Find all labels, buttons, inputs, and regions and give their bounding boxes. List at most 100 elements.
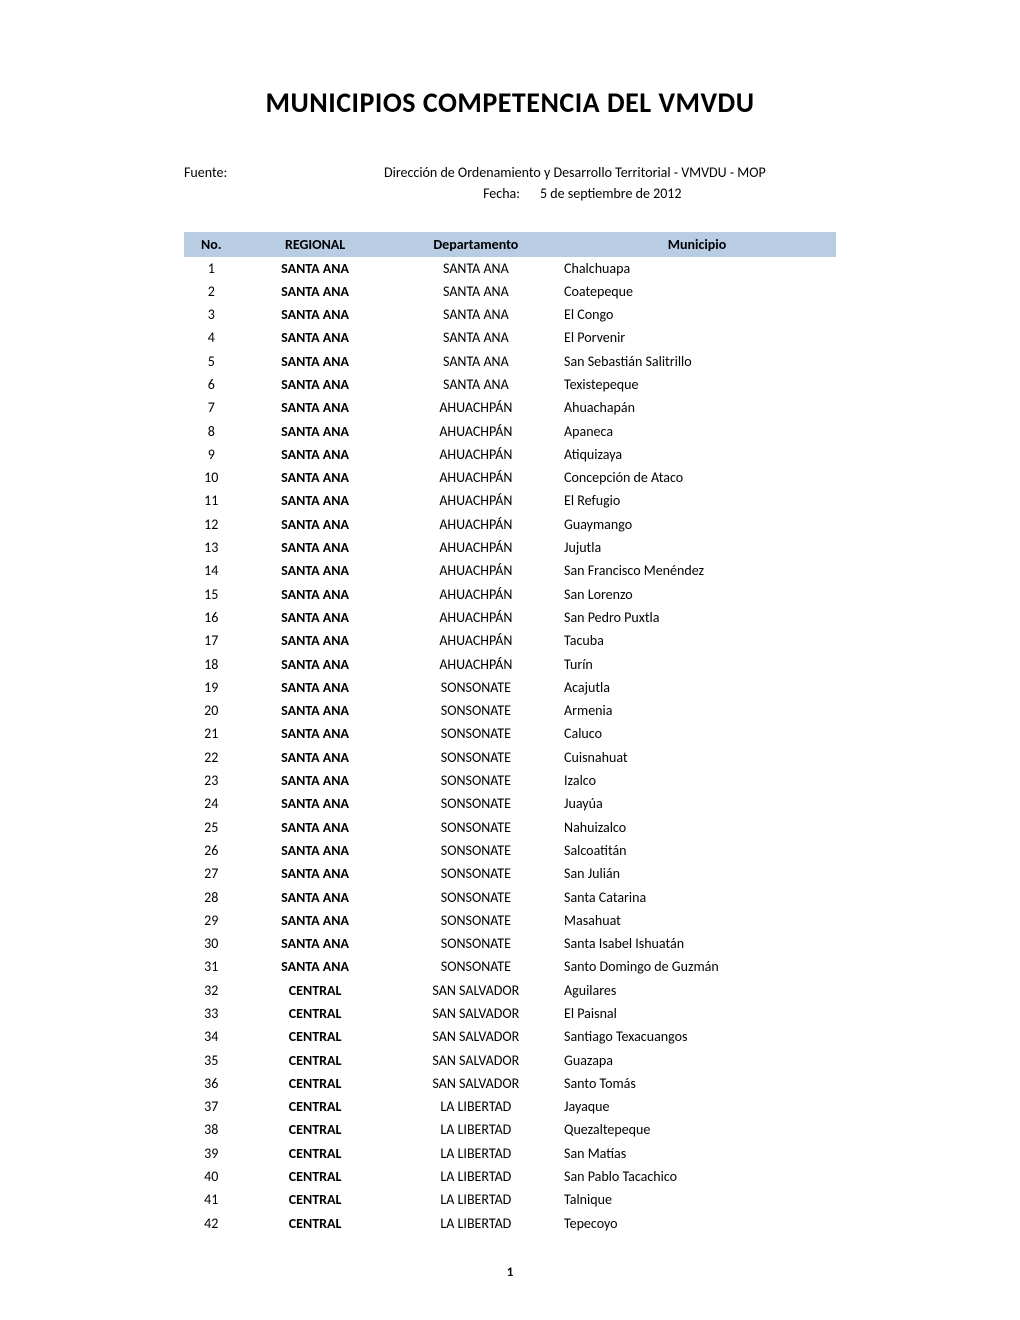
cell-municipio: El Refugio: [560, 490, 836, 513]
cell-departamento: AHUACHPÁN: [392, 420, 560, 443]
cell-departamento: AHUACHPÁN: [392, 630, 560, 653]
cell-no: 5: [184, 350, 239, 373]
cell-regional: SANTA ANA: [239, 467, 392, 490]
cell-no: 38: [184, 1119, 239, 1142]
cell-regional: SANTA ANA: [239, 909, 392, 932]
cell-departamento: SONSONATE: [392, 770, 560, 793]
cell-regional: SANTA ANA: [239, 490, 392, 513]
table-row: 3SANTA ANASANTA ANAEl Congo: [184, 304, 836, 327]
cell-departamento: SONSONATE: [392, 956, 560, 979]
table-row: 5SANTA ANASANTA ANASan Sebastián Salitri…: [184, 350, 836, 373]
cell-departamento: AHUACHPÁN: [392, 653, 560, 676]
cell-departamento: AHUACHPÁN: [392, 537, 560, 560]
table-row: 42CENTRALLA LIBERTADTepecoyo: [184, 1212, 836, 1235]
cell-municipio: Santa Isabel Ishuatán: [560, 933, 836, 956]
header-departamento: Departamento: [392, 232, 560, 257]
cell-regional: SANTA ANA: [239, 537, 392, 560]
cell-departamento: SANTA ANA: [392, 373, 560, 396]
cell-regional: CENTRAL: [239, 1049, 392, 1072]
cell-no: 13: [184, 537, 239, 560]
cell-municipio: San Pedro Puxtla: [560, 606, 836, 629]
table-row: 40CENTRALLA LIBERTADSan Pablo Tacachico: [184, 1166, 836, 1189]
cell-no: 27: [184, 863, 239, 886]
cell-no: 4: [184, 327, 239, 350]
meta-fuente-row: Fuente: Dirección de Ordenamiento y Desa…: [184, 162, 920, 183]
cell-regional: CENTRAL: [239, 1189, 392, 1212]
cell-municipio: Jayaque: [560, 1096, 836, 1119]
cell-departamento: SONSONATE: [392, 676, 560, 699]
cell-departamento: LA LIBERTAD: [392, 1142, 560, 1165]
cell-municipio: San Lorenzo: [560, 583, 836, 606]
cell-no: 28: [184, 886, 239, 909]
cell-municipio: El Porvenir: [560, 327, 836, 350]
cell-regional: SANTA ANA: [239, 886, 392, 909]
cell-regional: SANTA ANA: [239, 956, 392, 979]
table-row: 37CENTRALLA LIBERTADJayaque: [184, 1096, 836, 1119]
table-row: 8SANTA ANAAHUACHPÁNApaneca: [184, 420, 836, 443]
cell-regional: CENTRAL: [239, 1003, 392, 1026]
cell-municipio: San Pablo Tacachico: [560, 1166, 836, 1189]
cell-no: 18: [184, 653, 239, 676]
header-regional: REGIONAL: [239, 232, 392, 257]
cell-regional: CENTRAL: [239, 979, 392, 1002]
cell-regional: SANTA ANA: [239, 933, 392, 956]
table-row: 4SANTA ANASANTA ANAEl Porvenir: [184, 327, 836, 350]
header-no: No.: [184, 232, 239, 257]
cell-regional: SANTA ANA: [239, 863, 392, 886]
table-row: 25SANTA ANASONSONATENahuizalco: [184, 816, 836, 839]
cell-departamento: SONSONATE: [392, 793, 560, 816]
cell-regional: CENTRAL: [239, 1096, 392, 1119]
table-row: 13SANTA ANAAHUACHPÁNJujutla: [184, 537, 836, 560]
cell-departamento: SAN SALVADOR: [392, 1026, 560, 1049]
cell-no: 35: [184, 1049, 239, 1072]
cell-no: 25: [184, 816, 239, 839]
cell-municipio: Tacuba: [560, 630, 836, 653]
cell-departamento: SONSONATE: [392, 863, 560, 886]
cell-no: 34: [184, 1026, 239, 1049]
municipios-table: No. REGIONAL Departamento Municipio 1SAN…: [184, 232, 836, 1235]
cell-departamento: AHUACHPÁN: [392, 443, 560, 466]
table-row: 41CENTRALLA LIBERTADTalnique: [184, 1189, 836, 1212]
cell-departamento: SONSONATE: [392, 839, 560, 862]
cell-no: 32: [184, 979, 239, 1002]
cell-departamento: AHUACHPÁN: [392, 583, 560, 606]
cell-regional: CENTRAL: [239, 1119, 392, 1142]
cell-municipio: Salcoatitán: [560, 839, 836, 862]
cell-no: 36: [184, 1072, 239, 1095]
table-header-row: No. REGIONAL Departamento Municipio: [184, 232, 836, 257]
cell-no: 26: [184, 839, 239, 862]
table-row: 18SANTA ANAAHUACHPÁNTurín: [184, 653, 836, 676]
cell-municipio: Santa Catarina: [560, 886, 836, 909]
table-row: 6SANTA ANASANTA ANATexistepeque: [184, 373, 836, 396]
cell-municipio: Turín: [560, 653, 836, 676]
fecha-value: 5 de septiembre de 2012: [540, 183, 920, 204]
table-row: 29SANTA ANASONSONATEMasahuat: [184, 909, 836, 932]
cell-municipio: Talnique: [560, 1189, 836, 1212]
cell-municipio: Santiago Texacuangos: [560, 1026, 836, 1049]
cell-regional: SANTA ANA: [239, 770, 392, 793]
cell-no: 9: [184, 443, 239, 466]
cell-regional: SANTA ANA: [239, 397, 392, 420]
table-row: 35CENTRALSAN SALVADORGuazapa: [184, 1049, 836, 1072]
table-row: 20SANTA ANASONSONATEArmenia: [184, 700, 836, 723]
table-row: 11SANTA ANAAHUACHPÁNEl Refugio: [184, 490, 836, 513]
table-row: 30SANTA ANASONSONATESanta Isabel Ishuatá…: [184, 933, 836, 956]
cell-departamento: SANTA ANA: [392, 257, 560, 280]
cell-regional: SANTA ANA: [239, 839, 392, 862]
cell-departamento: SONSONATE: [392, 886, 560, 909]
cell-municipio: Guaymango: [560, 513, 836, 536]
cell-municipio: Masahuat: [560, 909, 836, 932]
fuente-label: Fuente:: [184, 162, 384, 183]
fuente-value: Dirección de Ordenamiento y Desarrollo T…: [384, 162, 920, 183]
fecha-label: Fecha:: [184, 183, 540, 204]
cell-no: 1: [184, 257, 239, 280]
table-row: 24SANTA ANASONSONATEJuayúa: [184, 793, 836, 816]
cell-departamento: SANTA ANA: [392, 280, 560, 303]
cell-regional: SANTA ANA: [239, 350, 392, 373]
page-number: 1: [0, 1265, 1020, 1280]
table-row: 1SANTA ANASANTA ANAChalchuapa: [184, 257, 836, 280]
cell-no: 21: [184, 723, 239, 746]
cell-regional: SANTA ANA: [239, 280, 392, 303]
cell-no: 11: [184, 490, 239, 513]
cell-departamento: SONSONATE: [392, 909, 560, 932]
